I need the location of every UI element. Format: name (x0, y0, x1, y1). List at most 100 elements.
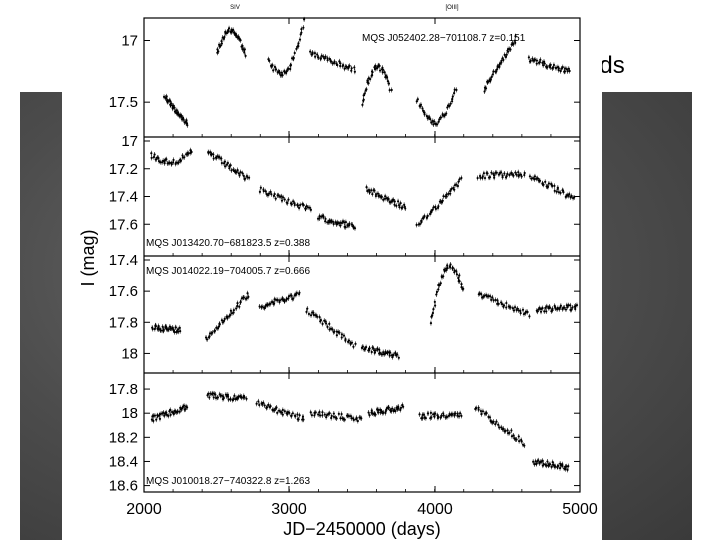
data-point (430, 121, 433, 124)
data-point (155, 418, 158, 421)
data-point (442, 414, 445, 417)
data-point (517, 435, 520, 438)
data-point (391, 407, 394, 410)
data-point (559, 462, 562, 465)
data-point (503, 172, 506, 175)
data-point (220, 42, 223, 45)
data-point (438, 118, 441, 121)
data-point (452, 186, 455, 190)
data-point (220, 157, 223, 160)
data-point (548, 306, 552, 309)
data-point (305, 310, 308, 313)
data-point (261, 403, 264, 406)
data-point (307, 312, 311, 316)
data-point (319, 57, 322, 60)
data-point (216, 396, 220, 399)
data-point (566, 70, 569, 73)
data-point (244, 54, 247, 58)
data-point (396, 353, 399, 356)
data-point (528, 315, 531, 318)
data-point (560, 67, 563, 70)
data-point (544, 180, 547, 183)
data-point (371, 193, 374, 196)
data-point (169, 408, 172, 412)
data-point (241, 44, 244, 47)
data-point (423, 215, 426, 218)
data-point (488, 416, 492, 419)
y-tick-label: 17 (121, 133, 138, 150)
data-point (159, 329, 163, 332)
data-point (531, 177, 535, 180)
data-point (564, 467, 567, 471)
x-tick-label: 3000 (271, 501, 307, 518)
data-point (167, 328, 170, 331)
data-point (368, 347, 371, 350)
data-point (309, 208, 312, 211)
data-point (216, 327, 219, 330)
data-point (571, 306, 574, 309)
data-point (392, 198, 395, 201)
data-point (479, 409, 483, 413)
data-point (339, 417, 342, 420)
data-point (314, 411, 317, 414)
data-point (153, 327, 156, 331)
data-point (275, 406, 278, 409)
data-point (289, 67, 292, 71)
data-point (492, 172, 495, 175)
data-point (566, 305, 569, 309)
data-point (292, 200, 295, 203)
data-point (287, 67, 290, 70)
data-point (294, 415, 297, 418)
data-point (212, 157, 215, 160)
data-point (492, 70, 495, 73)
data-point (460, 283, 463, 286)
data-point (404, 207, 407, 210)
data-point (178, 410, 181, 413)
data-point (455, 273, 459, 276)
data-point (563, 70, 567, 73)
data-point (485, 412, 488, 415)
data-point (318, 315, 321, 319)
data-point (475, 406, 478, 410)
data-point (535, 62, 538, 65)
data-point (207, 392, 210, 395)
data-point (433, 120, 436, 123)
data-point (324, 322, 328, 325)
data-point (545, 464, 548, 467)
data-point (278, 299, 282, 302)
light-curve-chart: 2000 3000 4000 5000 17 17.5 17 17.2 17.4 17.6 17.4… (78, 5, 598, 539)
data-point (385, 76, 389, 79)
data-point (345, 66, 348, 69)
data-point (189, 149, 192, 152)
data-point (538, 61, 541, 64)
data-point (498, 426, 501, 429)
data-point (333, 330, 336, 333)
data-point (177, 161, 180, 164)
data-point (235, 171, 238, 174)
data-point (323, 57, 326, 60)
data-point (569, 304, 572, 307)
data-point (428, 212, 432, 216)
data-point (526, 310, 529, 314)
data-point (553, 189, 556, 192)
data-point (158, 327, 161, 331)
data-point (376, 408, 379, 411)
data-point (375, 67, 379, 70)
data-point (335, 417, 338, 420)
data-point (287, 198, 290, 201)
data-point (389, 409, 393, 412)
data-point (348, 222, 351, 225)
data-point (443, 113, 447, 117)
data-point (322, 55, 325, 58)
data-point (170, 102, 173, 105)
data-point (220, 161, 223, 165)
data-point (432, 308, 435, 311)
data-point (486, 81, 489, 84)
data-point (439, 116, 442, 119)
y-tick-label: 18 (121, 405, 138, 422)
data-point (535, 59, 539, 62)
data-point (246, 292, 249, 295)
data-point (541, 307, 544, 310)
data-point (568, 69, 571, 73)
data-point (398, 206, 401, 209)
